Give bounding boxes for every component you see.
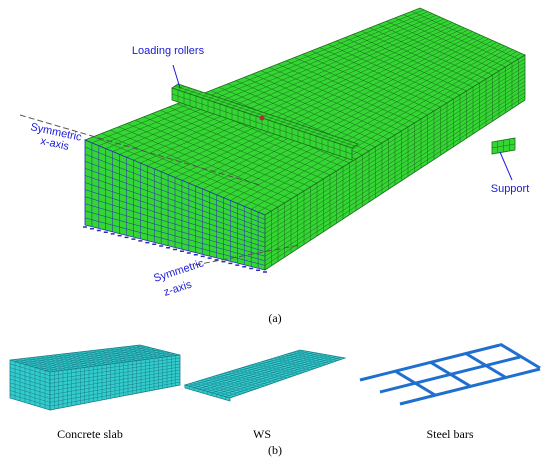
slab-top-grid [14,345,176,372]
steel-bar [399,367,541,406]
support-label: Support [491,183,530,195]
symmetric-x-label: x-axis [39,135,70,153]
item-label: WS [253,427,271,441]
slab-front-grid [9,361,51,409]
symmetric-z-label: z-axis [162,278,194,298]
boundary-nodes [83,226,267,273]
meshes [9,7,541,411]
panel-b-label: (b) [268,443,282,457]
steel-bar [464,351,506,379]
arrow-rollers [172,64,181,89]
support-grid [491,139,516,153]
loading-rollers-label: Loading rollers [132,45,205,57]
arrow-support [499,151,513,181]
steel-bar [429,360,471,388]
side-face-grid [264,58,526,266]
steel-bar [499,342,541,370]
ws-top-grid [188,350,342,397]
symmetric-z-label: Symmetric [152,257,206,285]
ws-edge-grid [189,386,226,400]
item-label: Steel bars [427,427,474,441]
roller-top-grid [174,85,356,147]
slab-side-grid [49,355,181,410]
load-point [259,115,265,121]
steel-bar [394,369,436,397]
item-label: Concrete slab [57,427,123,441]
front-face-grid [84,142,266,269]
symmetry-x-line [19,114,261,186]
roller-side-grid [171,90,353,158]
panel-a-label: (a) [268,311,281,325]
